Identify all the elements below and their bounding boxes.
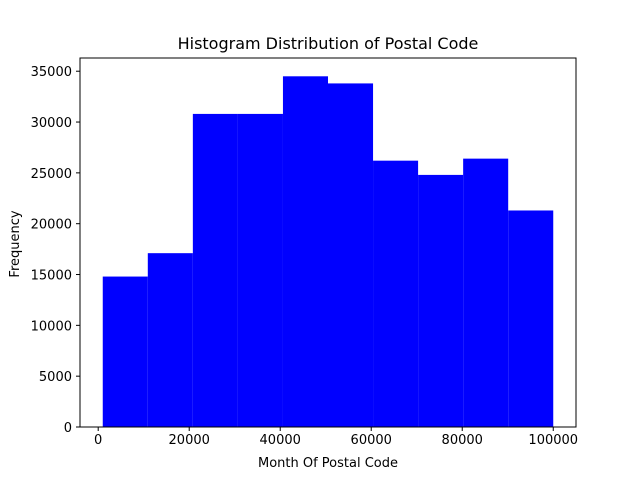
- histogram-bar-6: [328, 83, 374, 428]
- y-tick-label: 25000: [31, 167, 72, 182]
- histogram-bar-1: [102, 276, 148, 427]
- x-tick-label: 40000: [260, 433, 301, 448]
- y-tick-label: 10000: [31, 319, 72, 334]
- histogram-bar-8: [418, 174, 464, 427]
- x-axis-label: Month Of Postal Code: [258, 456, 398, 471]
- y-tick-label: 35000: [31, 65, 72, 80]
- histogram-bar-9: [463, 158, 509, 428]
- bars-group: [102, 76, 554, 428]
- y-axis-label: Frequency: [8, 210, 23, 277]
- chart-title: Histogram Distribution of Postal Code: [178, 34, 479, 53]
- x-tick-label: 80000: [442, 433, 483, 448]
- x-tick-label: 100000: [528, 433, 578, 448]
- histogram-bar-3: [192, 113, 238, 427]
- histogram-bar-10: [508, 210, 554, 427]
- y-tick-label: 5000: [39, 370, 72, 385]
- plot-area-frame: [79, 57, 577, 428]
- y-axis-ticks: 0 5000 10000 15000 20000 25000 30000 35000: [31, 65, 80, 436]
- histogram-bar-2: [147, 253, 193, 427]
- x-tick-label: 20000: [169, 433, 210, 448]
- histogram-bar-7: [373, 160, 419, 427]
- y-tick-label: 30000: [31, 116, 72, 131]
- y-tick-label: 15000: [31, 269, 72, 284]
- y-tick-label: 0: [64, 421, 72, 436]
- histogram-bar-5: [282, 76, 328, 428]
- y-tick-label: 20000: [31, 218, 72, 233]
- x-tick-label: 0: [94, 433, 102, 448]
- x-axis-ticks: 0 20000 40000 60000 80000 100000: [94, 427, 578, 448]
- x-tick-label: 60000: [351, 433, 392, 448]
- histogram-bar-4: [237, 113, 283, 427]
